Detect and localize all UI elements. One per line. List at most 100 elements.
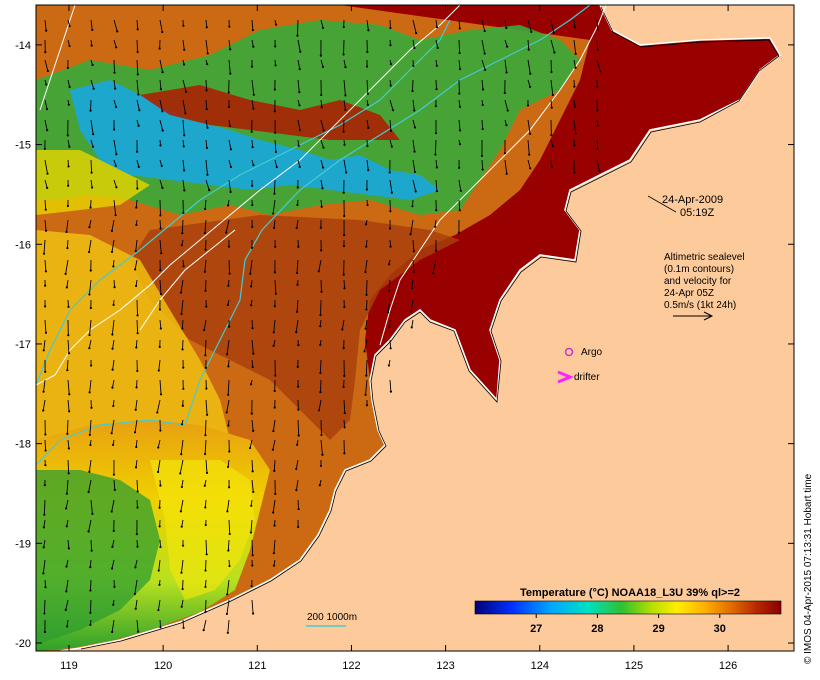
velocity-arrow-head: [387, 364, 390, 367]
velocity-arrow-head: [435, 26, 439, 29]
velocity-arrow-head: [68, 393, 71, 396]
velocity-arrow: [504, 59, 507, 73]
velocity-arrow: [66, 419, 69, 434]
velocity-arrow: [481, 59, 486, 70]
velocity-arrow: [135, 239, 138, 252]
sst-red-north-streaks: [140, 85, 400, 140]
velocity-arrow-head: [181, 348, 184, 351]
velocity-arrow-head: [389, 390, 393, 393]
velocity-arrow-head: [203, 484, 206, 487]
velocity-arrow-head: [364, 223, 368, 226]
velocity-arrow-head: [295, 310, 299, 313]
velocity-arrow-head: [342, 273, 345, 276]
velocity-arrow-head: [272, 429, 275, 433]
velocity-arrow: [504, 159, 508, 174]
velocity-arrow-head: [433, 225, 437, 228]
velocity-arrow: [135, 339, 138, 348]
velocity-arrow: [251, 419, 254, 431]
velocity-arrow-head: [413, 126, 417, 129]
velocity-arrow-head: [386, 311, 390, 314]
velocity-arrow-head: [297, 507, 300, 511]
velocity-arrow: [181, 479, 184, 488]
lat-tick-label: -18: [15, 439, 31, 451]
velocity-arrow-head: [227, 424, 230, 427]
velocity-arrow-head: [88, 293, 91, 296]
velocity-arrow-head: [388, 325, 391, 328]
velocity-arrow-head: [363, 350, 366, 353]
velocity-arrow: [67, 379, 70, 395]
velocity-arrow: [366, 19, 369, 31]
velocity-arrow-head: [159, 327, 162, 330]
velocity-arrow-head: [436, 46, 439, 50]
velocity-arrow: [159, 59, 163, 73]
velocity-arrow: [204, 439, 207, 455]
velocity-arrow-head: [342, 130, 345, 133]
velocity-arrow-head: [296, 203, 299, 206]
velocity-arrow: [89, 579, 92, 591]
velocity-arrow-head: [295, 489, 298, 492]
velocity-arrow-head: [365, 293, 368, 296]
velocity-arrow: [66, 219, 69, 232]
velocity-arrow-head: [205, 26, 208, 29]
velocity-arrow-head: [182, 265, 185, 268]
velocity-arrow: [113, 59, 115, 73]
velocity-arrow-head: [342, 347, 345, 350]
velocity-arrow-head: [341, 328, 344, 331]
velocity-arrow: [205, 79, 208, 91]
isobath-200m: [35, 4, 591, 466]
velocity-arrow-head: [65, 492, 69, 495]
velocity-arrow: [550, 79, 554, 96]
velocity-arrow-head: [296, 365, 299, 369]
velocity-arrow: [435, 159, 438, 168]
velocity-arrow-head: [111, 386, 114, 389]
velocity-arrow: [182, 619, 184, 628]
velocity-arrow: [136, 319, 139, 334]
velocity-arrow-head: [159, 626, 162, 629]
velocity-arrow: [204, 259, 207, 272]
velocity-arrow-head: [388, 171, 391, 174]
velocity-arrow-head: [228, 532, 231, 536]
velocity-arrow: [296, 299, 299, 312]
velocity-arrow-head: [318, 484, 321, 487]
velocity-arrow: [89, 419, 92, 435]
velocity-arrow: [112, 379, 115, 388]
velocity-arrow-head: [203, 328, 206, 332]
velocity-arrow: [251, 139, 254, 148]
velocity-arrow-head: [550, 165, 554, 169]
velocity-arrow: [297, 159, 301, 167]
velocity-arrow-head: [156, 411, 159, 414]
velocity-arrow-head: [322, 129, 325, 132]
velocity-arrow-head: [89, 364, 93, 367]
velocity-arrow: [550, 159, 553, 168]
velocity-arrow-head: [342, 385, 345, 389]
velocity-arrow-head: [250, 584, 253, 588]
velocity-arrow-head: [598, 169, 601, 173]
velocity-arrow-head: [114, 87, 117, 90]
velocity-arrow: [204, 499, 207, 508]
velocity-arrow-head: [367, 29, 370, 32]
velocity-arrow-head: [573, 85, 576, 88]
velocity-arrow-head: [274, 245, 277, 248]
sealevel-contour-a: [35, 4, 461, 386]
velocity-arrow: [42, 399, 46, 411]
velocity-arrow: [389, 99, 394, 111]
velocity-arrow-head: [413, 46, 416, 50]
velocity-arrow-head: [227, 365, 230, 368]
altimetry-line-4: 24-Apr 05Z: [664, 288, 714, 299]
velocity-arrow-head: [112, 603, 115, 606]
velocity-arrow-head: [89, 443, 92, 447]
velocity-arrow: [136, 159, 140, 167]
velocity-arrow: [43, 239, 46, 254]
velocity-arrow-head: [251, 225, 254, 228]
velocity-arrow-head: [410, 326, 413, 329]
velocity-arrow-head: [458, 143, 462, 146]
velocity-arrow-head: [344, 94, 347, 97]
velocity-arrow-head: [388, 289, 391, 292]
velocity-arrow-head: [227, 105, 231, 109]
velocity-arrow: [205, 539, 208, 555]
velocity-arrow: [136, 99, 140, 111]
velocity-arrow: [88, 459, 92, 472]
velocity-arrow-head: [205, 553, 208, 556]
velocity-arrow-head: [182, 366, 185, 369]
velocity-arrow: [205, 139, 208, 149]
